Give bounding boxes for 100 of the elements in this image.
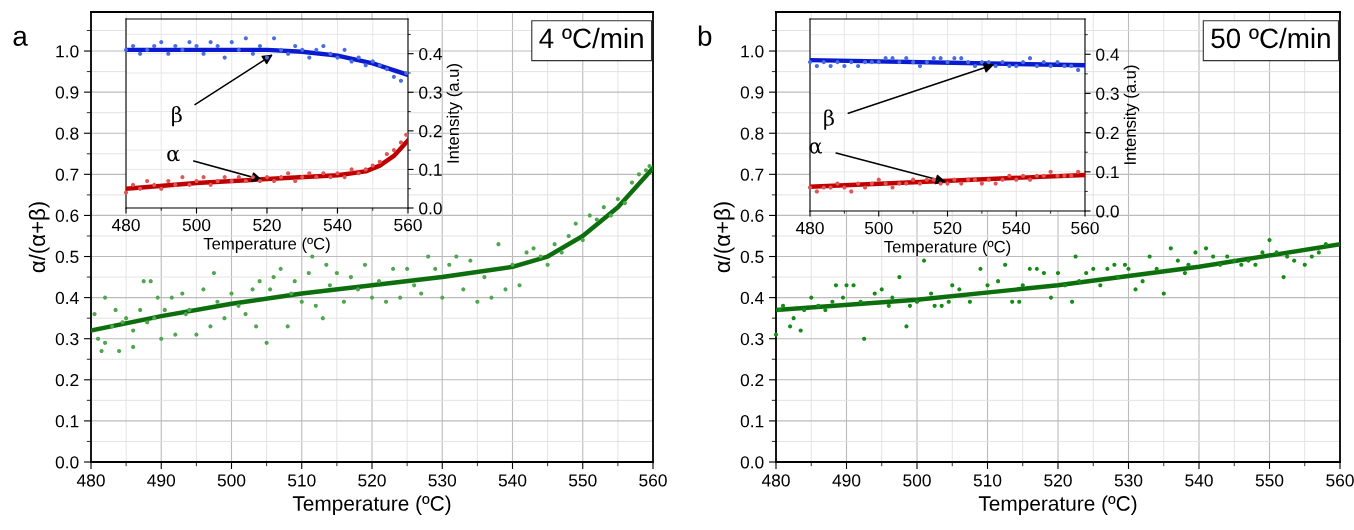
chart-title: a — [13, 30, 28, 46]
point — [173, 182, 178, 187]
point — [314, 175, 319, 180]
point — [293, 178, 298, 184]
point — [201, 51, 206, 56]
point — [166, 178, 171, 184]
point — [1034, 63, 1039, 69]
x-tick-label: 480 — [761, 474, 790, 487]
point — [1055, 60, 1060, 65]
point — [1062, 63, 1067, 69]
point — [821, 60, 826, 65]
y-tick-label: 0.7 — [740, 168, 764, 181]
point — [986, 60, 991, 65]
y-tick-label: 0.0 — [1096, 205, 1119, 218]
point — [243, 36, 248, 41]
point — [370, 59, 375, 64]
point — [828, 63, 833, 69]
point — [286, 51, 291, 56]
point — [966, 60, 971, 65]
point — [342, 47, 347, 52]
point — [173, 43, 178, 49]
point — [152, 182, 157, 187]
y-tick-label: 0.2 — [1096, 126, 1119, 140]
point — [145, 178, 150, 184]
x-tick-label: 560 — [1071, 221, 1099, 235]
point — [1041, 60, 1046, 65]
point — [890, 56, 895, 61]
x-tick-label: 560 — [1326, 474, 1354, 487]
point — [904, 181, 909, 186]
point — [924, 60, 929, 65]
y-tick-label: 0.9 — [740, 86, 764, 99]
point — [993, 63, 998, 69]
point — [979, 181, 984, 186]
point — [187, 40, 192, 45]
point — [945, 60, 950, 65]
point — [243, 178, 248, 184]
point — [814, 63, 819, 69]
point — [123, 190, 129, 195]
y-tick-label: 0.9 — [55, 86, 79, 99]
x-tick-label: 490 — [832, 474, 861, 487]
y-tick-label: 0.1 — [55, 415, 79, 428]
point — [959, 56, 964, 61]
point — [356, 171, 361, 176]
point — [952, 56, 957, 61]
x-tick-label: 560 — [639, 474, 667, 487]
point — [208, 182, 213, 187]
point — [849, 60, 854, 65]
y-tick-label: 0.8 — [55, 127, 79, 140]
point — [911, 60, 916, 65]
point — [917, 181, 923, 186]
point — [979, 60, 984, 65]
point — [180, 47, 185, 52]
point — [321, 171, 326, 176]
point — [398, 78, 404, 83]
point — [300, 47, 305, 52]
point — [814, 189, 819, 194]
point — [842, 63, 847, 69]
point — [166, 51, 171, 56]
point — [123, 47, 129, 52]
line-series — [776, 241, 1340, 313]
point — [328, 175, 333, 180]
point — [398, 140, 404, 145]
point — [363, 63, 368, 68]
y-tick-label: 0.0 — [740, 456, 764, 469]
point — [300, 175, 305, 180]
point — [271, 36, 277, 41]
x-tick-label: 560 — [394, 218, 422, 232]
point — [1048, 63, 1053, 69]
x-tick-label: 550 — [568, 474, 597, 487]
y-tick-label: 0.0 — [419, 202, 442, 215]
point — [229, 178, 234, 184]
point — [215, 43, 220, 49]
x-tick-label: 520 — [358, 474, 386, 487]
chart-title: b — [698, 25, 712, 46]
y-tick-label: 0.1 — [419, 163, 442, 176]
point — [215, 178, 220, 184]
point — [959, 181, 964, 186]
x-tick-label: 510 — [287, 474, 316, 487]
x-axis-title: Temperature (ºC) — [978, 495, 1137, 515]
point — [159, 40, 164, 45]
point — [876, 60, 881, 65]
x-tick-label: 550 — [1255, 474, 1284, 487]
y-tick-label: 0.1 — [740, 415, 764, 428]
point — [1007, 63, 1012, 69]
point — [159, 186, 164, 191]
point — [342, 175, 347, 180]
y-tick-label: 0.4 — [740, 291, 764, 305]
point — [384, 67, 389, 72]
point — [138, 186, 143, 191]
point — [229, 40, 234, 45]
point — [1048, 169, 1053, 174]
y-tick-label: 0.6 — [740, 209, 764, 222]
point — [257, 178, 263, 184]
point — [307, 171, 312, 176]
point — [1014, 63, 1019, 69]
y-tick-label: 0.2 — [419, 125, 442, 138]
x-axis-title: Temperature (ºC) — [292, 495, 451, 515]
y-tick-label: 0.3 — [1096, 87, 1119, 100]
point — [849, 189, 854, 194]
y-tick-label: 0.4 — [55, 291, 79, 305]
